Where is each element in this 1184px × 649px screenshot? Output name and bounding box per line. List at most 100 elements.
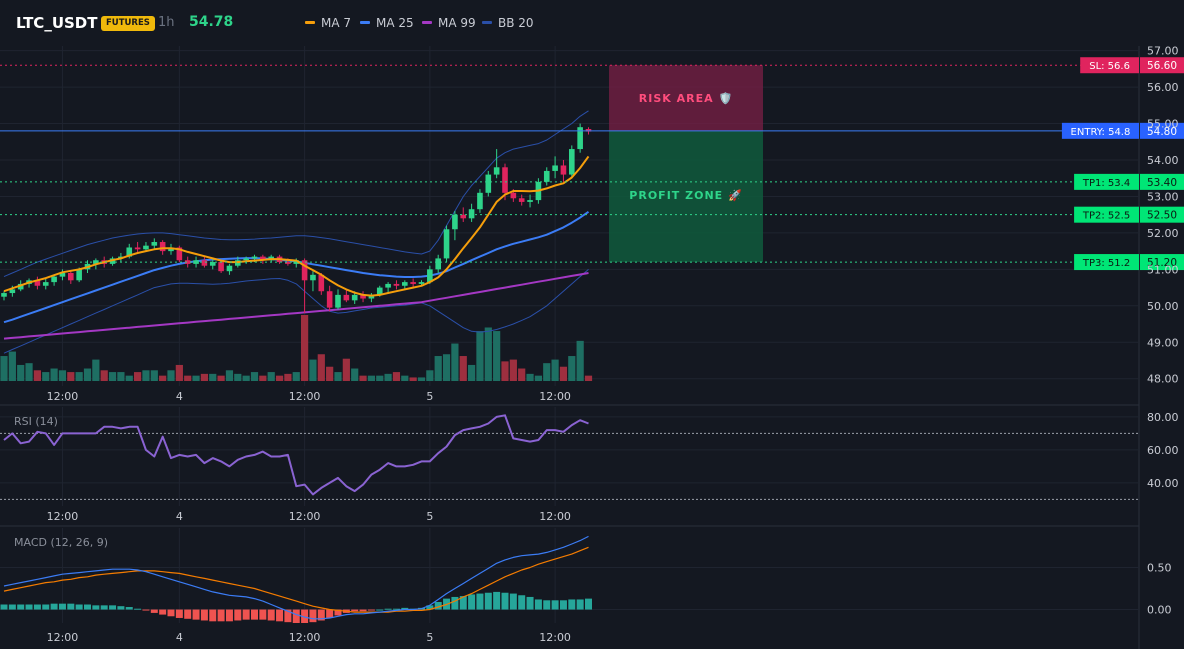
time-tick-label: 12:00 [289, 390, 321, 403]
volume-bar [242, 375, 250, 381]
volume-bar [134, 372, 142, 381]
tp2-axis-bg [1140, 206, 1184, 223]
macd-histogram-bar [42, 604, 50, 610]
legend-ma99-label: MA 99 [438, 16, 476, 30]
candle-body [143, 245, 149, 250]
candle-body [493, 167, 500, 175]
candle-body [301, 260, 308, 281]
legend-ma99[interactable]: MA 99 [422, 16, 476, 30]
legend-ma25[interactable]: MA 25 [360, 16, 414, 30]
macd-histogram-bar [585, 598, 592, 610]
volume-bar [576, 340, 584, 381]
candle-body [560, 165, 567, 175]
volume-bar [334, 372, 342, 381]
candle-body [569, 149, 575, 175]
time-tick-label: 12:00 [539, 510, 571, 523]
volume-bar [108, 372, 117, 381]
candle-body [385, 283, 391, 288]
macd-histogram-bar [426, 605, 434, 610]
macd-histogram-bar [17, 604, 25, 610]
candle-body [151, 242, 158, 246]
tp1-tag-label: TP1: 53.4 [1082, 178, 1130, 189]
time-tick-label: 5 [426, 631, 433, 644]
macd-histogram-bar [84, 604, 91, 610]
legend-ma25-label: MA 25 [376, 16, 414, 30]
time-tick-label: 4 [176, 390, 183, 403]
candle-body [226, 265, 233, 272]
volume-bar [367, 375, 375, 381]
macd-histogram-bar [501, 592, 509, 610]
macd-histogram-bar [484, 592, 492, 610]
legend-ma7[interactable]: MA 7 [305, 16, 351, 30]
macd-histogram-bar [326, 609, 334, 618]
macd-histogram-bar [384, 608, 392, 610]
candle-body [335, 294, 341, 308]
volume-bar [509, 359, 517, 381]
volume-bar [100, 370, 108, 381]
macd-pane[interactable]: MACD (12, 26, 9) [0, 535, 593, 623]
macd-histogram-bar [292, 609, 300, 623]
volume-bar [384, 373, 392, 381]
bb-lower-line [3, 269, 589, 354]
macd-histogram-bar [459, 596, 467, 610]
volume-bar [200, 373, 208, 381]
macd-histogram-bar [309, 609, 317, 623]
candle-body [418, 282, 425, 284]
candle-body [168, 247, 174, 252]
macd-histogram-bar [543, 600, 551, 610]
symbol-title[interactable]: LTC_USDT [16, 14, 98, 32]
entry-axis-bg [1140, 122, 1184, 139]
volume-bar [409, 377, 417, 381]
candle-body [368, 294, 375, 299]
legend-bb20[interactable]: BB 20 [482, 16, 534, 30]
macd-tick-label: 0.50 [1147, 562, 1172, 575]
volume-bar [167, 370, 175, 381]
volume-bar [526, 373, 534, 381]
macd-histogram-bar [217, 609, 225, 622]
price-tick-label: 48.00 [1147, 373, 1179, 386]
macd-histogram-bar [401, 607, 409, 610]
macd-histogram-bar [576, 599, 584, 610]
price-tick-label: 53.00 [1147, 190, 1179, 203]
price-pane[interactable]: RISK AREA 🛡️ PROFIT ZONE 🚀 SL: 56.6 56.60 EN… [0, 57, 1184, 381]
volume-bar [17, 364, 25, 381]
rsi-tick-label: 40.00 [1147, 477, 1179, 490]
candle-body [243, 258, 249, 261]
macd-histogram-bar [75, 604, 83, 610]
volume-bar [0, 356, 8, 381]
entry-axis-label: 54.80 [1147, 126, 1177, 138]
ma99-swatch-icon [422, 21, 432, 24]
candle-body [318, 274, 325, 292]
chart-header: LTC_USDT FUTURES 1h 54.78 MA 7 MA 25 MA … [0, 0, 1184, 46]
timeframe-label[interactable]: 1h [158, 15, 175, 30]
macd-histogram-bar [8, 604, 16, 610]
volume-bar [342, 358, 350, 381]
price-tick-label: 50.00 [1147, 300, 1179, 313]
candle-body [527, 200, 533, 202]
time-tick-label: 5 [426, 390, 433, 403]
candle-body [343, 294, 350, 301]
stop-loss-axis-label: 56.60 [1147, 60, 1177, 72]
time-tick-label: 4 [176, 510, 183, 523]
macd-histogram-bar [159, 609, 167, 615]
candle-body [502, 167, 508, 193]
tp3-axis-bg [1140, 254, 1184, 271]
volume-bar [309, 359, 317, 381]
time-tick-label: 12:00 [539, 631, 571, 644]
macd-histogram-bar [276, 609, 284, 622]
candle-body [477, 192, 483, 210]
candle-body [310, 274, 316, 281]
macd-histogram-bar [58, 603, 66, 610]
candle-body [393, 283, 400, 286]
volume-bar [259, 375, 267, 381]
macd-histogram-bar [142, 609, 150, 611]
macd-histogram-bar [509, 593, 517, 610]
volume-bar [217, 375, 225, 381]
volume-bar [484, 327, 492, 381]
rsi-pane[interactable]: RSI (14) [0, 414, 1139, 500]
candle-body [543, 170, 550, 182]
rsi-tick-label: 80.00 [1147, 411, 1179, 424]
macd-histogram-bar [117, 606, 125, 610]
stop-loss-tag-label: SL: 56.6 [1089, 61, 1130, 72]
